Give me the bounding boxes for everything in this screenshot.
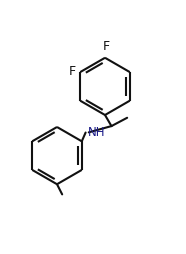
Text: NH: NH [88, 126, 105, 139]
Text: F: F [102, 40, 110, 53]
Text: F: F [68, 65, 76, 78]
